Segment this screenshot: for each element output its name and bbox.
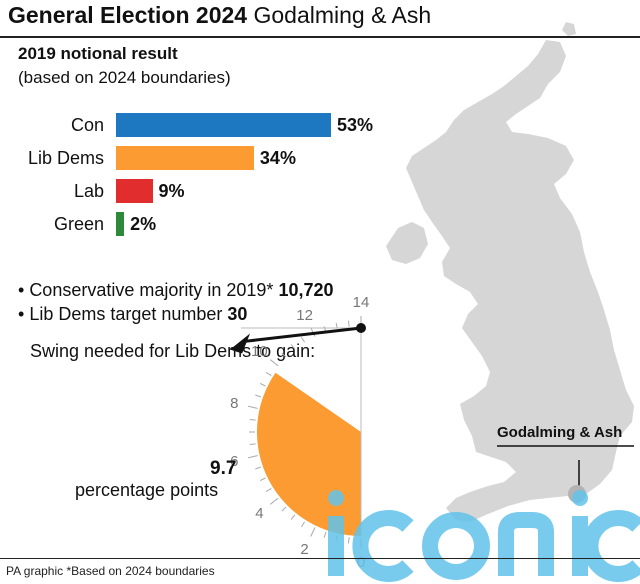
northern-ireland-shape — [386, 222, 428, 264]
gauge-tick — [259, 382, 266, 387]
majority-fact: • Conservative majority in 2019* 10,720 — [18, 280, 334, 301]
swing-value: 9.7 — [210, 458, 237, 479]
gauge-pointer — [243, 326, 362, 343]
bar-label: Lib Dems — [27, 148, 104, 168]
gauge-tick — [265, 371, 272, 377]
title-constituency: Godalming & Ash — [247, 2, 432, 28]
chart-title: 2019 notional result — [18, 44, 178, 63]
gauge-tick — [255, 394, 262, 398]
great-britain-shape — [406, 40, 634, 522]
gauge-tick — [269, 359, 279, 367]
gauge-tick — [265, 487, 272, 493]
title-bold: General Election 2024 — [8, 2, 248, 28]
gauge-tick — [347, 537, 350, 544]
gauge-tick — [247, 455, 258, 459]
gauge-tick — [290, 514, 296, 520]
gauge-tick-label: 2 — [300, 541, 308, 558]
gauge-tick — [249, 418, 256, 421]
gauge-tick-label: 4 — [255, 505, 263, 522]
gauge-tick — [300, 336, 306, 343]
bar — [116, 179, 153, 203]
bar-value-label: 53% — [337, 115, 374, 135]
gauge-tick — [281, 506, 287, 512]
bar-label: Con — [70, 115, 104, 135]
target-value: 30 — [227, 304, 248, 324]
gauge-tick-label: 14 — [353, 294, 370, 311]
gauge-tick — [269, 497, 279, 505]
bar — [116, 146, 254, 170]
iconic-watermark — [328, 490, 640, 582]
gauge-tick — [347, 320, 350, 327]
bar-value-label: 34% — [259, 148, 296, 168]
bullet-marker: • — [18, 280, 30, 300]
gauge-tick — [247, 405, 258, 409]
gauge-tick — [259, 477, 266, 482]
bullet-marker: • — [18, 304, 30, 324]
bar-value-label: 9% — [158, 181, 185, 201]
bar-label: Lab — [73, 181, 104, 201]
gauge-tick — [310, 327, 316, 337]
gauge-pointer-head — [230, 333, 251, 354]
page-title: General Election 2024 Godalming & Ash — [8, 2, 431, 29]
bar — [116, 113, 331, 137]
gauge-tick-label: 8 — [230, 395, 238, 412]
footer-rule — [0, 558, 640, 559]
footer-credit: PA graphic *Based on 2024 boundaries — [6, 564, 215, 578]
bar-value-label: 2% — [130, 214, 157, 234]
gauge-pivot — [356, 323, 366, 333]
majority-value: 10,720 — [278, 280, 334, 300]
gauge-tick — [281, 352, 287, 358]
swing-unit: percentage points — [75, 480, 219, 500]
chart-subtitle: (based on 2024 boundaries) — [18, 68, 231, 87]
gauge-tick-label: 10 — [251, 343, 268, 360]
constituency-map-label: Godalming & Ash — [497, 424, 623, 441]
target-label: Lib Dems target number — [29, 304, 223, 324]
gauge-tick-label: 12 — [296, 307, 313, 324]
gauge-tick — [290, 344, 296, 350]
gauge-tick-label: 6 — [230, 453, 238, 470]
gauge-tick — [310, 527, 316, 537]
bar — [116, 212, 125, 236]
gauge-tick — [300, 521, 306, 528]
gauge-tick — [249, 443, 256, 446]
gauge-tick — [323, 531, 327, 538]
header-rule — [0, 36, 640, 38]
island-shape — [562, 22, 576, 36]
bar-label: Green — [53, 214, 104, 234]
majority-label: Conservative majority in 2019* — [29, 280, 274, 300]
target-fact: • Lib Dems target number 30 — [18, 304, 247, 325]
gauge-tick — [255, 466, 262, 470]
